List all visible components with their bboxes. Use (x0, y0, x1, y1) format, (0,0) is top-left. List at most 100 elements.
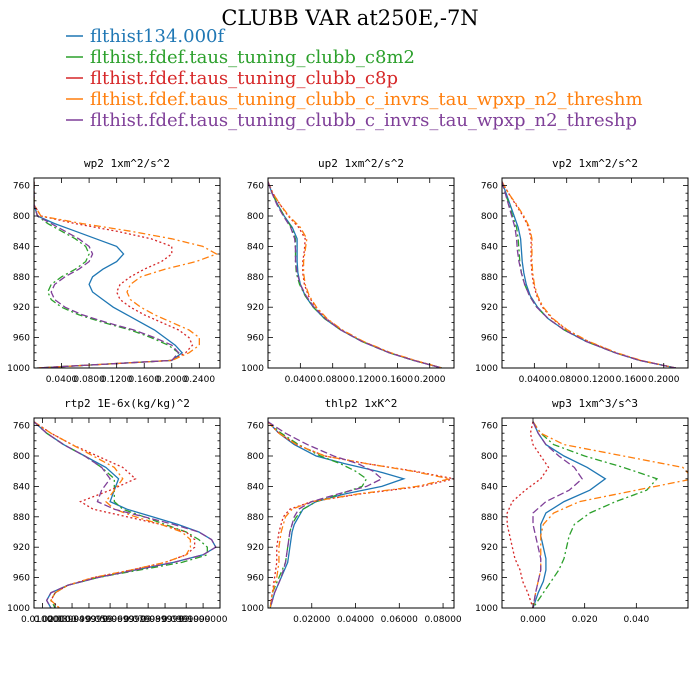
legend-label: flthist134.000f (90, 26, 225, 47)
series-line (34, 181, 184, 368)
panel-title: wp2 1xm^2/s^2 (84, 157, 170, 170)
y-tick-label: 880 (13, 273, 30, 283)
y-tick-label: 840 (247, 482, 264, 492)
x-tick-label: 0.0799999 (124, 615, 173, 625)
chart-panel: thlp2 1xK^2 760 800 840 880 920 960 1000 0.02000… (241, 397, 462, 625)
x-tick-label: 0.1600 (128, 375, 160, 385)
y-tick-label: 960 (481, 334, 498, 344)
y-tick-label: 840 (247, 242, 264, 252)
panel-title: rtp2 1E-6x(kg/kg)^2 (64, 397, 190, 410)
x-tick-label: 0.0800 (73, 375, 105, 385)
x-tick-label: 0.2400 (184, 375, 216, 385)
x-tick-label: 0.0400 (285, 375, 317, 385)
x-tick-label: 0.2000 (156, 375, 188, 385)
x-tick-label: 0.000 (520, 615, 546, 625)
y-tick-label: 920 (13, 543, 30, 553)
y-tick-label: 760 (13, 422, 30, 432)
x-tick-label: 0.0800 (317, 375, 349, 385)
panel-title: thlp2 1xK^2 (325, 397, 398, 410)
y-tick-label: 960 (13, 574, 30, 584)
y-tick-label: 880 (247, 513, 264, 523)
x-tick-label: 0.020000 (34, 615, 77, 625)
y-tick-label: 960 (481, 574, 498, 584)
chart-panel: wp3 1xm^3/s^3 760 800 840 880 920 960 1000 0.000… (475, 397, 689, 625)
y-tick-label: 960 (247, 574, 264, 584)
legend: flthist134.000fflthist.fdef.taus_tuning_… (66, 26, 643, 131)
chart-panel: vp2 1xm^2/s^2 760 800 840 880 920 960 1000 0.040… (475, 157, 689, 385)
panel-title: up2 1xm^2/s^2 (318, 157, 404, 170)
y-tick-label: 920 (13, 303, 30, 313)
legend-entry: flthist.fdef.taus_tuning_clubb_c8m2 (66, 47, 415, 68)
panel-title: wp3 1xm^3/s^3 (552, 397, 638, 410)
series-line (268, 181, 443, 368)
x-tick-label: 0.04000 (337, 615, 374, 625)
x-tick-label: 0.2000 (414, 375, 446, 385)
axes-frame (501, 417, 689, 609)
x-tick-label: 0.0999999 (162, 615, 211, 625)
y-tick-label: 840 (13, 242, 30, 252)
x-tick-label: 0.0399999 (48, 615, 97, 625)
x-tick-label: 0.0400 (519, 375, 551, 385)
x-tick-label: 0.1000000 (179, 615, 228, 625)
y-tick-label: 800 (247, 212, 264, 222)
series-line (34, 181, 219, 368)
x-tick-label: 0.0400 (46, 375, 78, 385)
series-line (532, 421, 688, 608)
legend-entry: flthist134.000f (66, 26, 225, 47)
y-tick-label: 800 (13, 452, 30, 462)
series-line (506, 421, 550, 608)
x-tick-label: 0.010000 (21, 615, 64, 625)
x-tick-label: 0.0899999 (141, 615, 190, 625)
legend-label: flthist.fdef.taus_tuning_clubb_c_invrs_t… (90, 110, 637, 131)
x-tick-label: 0.1600 (382, 375, 414, 385)
x-tick-label: 0.08000 (424, 615, 461, 625)
y-tick-label: 960 (247, 334, 264, 344)
y-tick-label: 800 (13, 212, 30, 222)
y-tick-label: 1000 (7, 364, 30, 374)
y-tick-label: 760 (13, 182, 30, 192)
series-line (502, 181, 677, 368)
y-tick-label: 920 (481, 543, 498, 553)
axes-frame (501, 177, 689, 369)
axes-frame (267, 417, 455, 609)
y-tick-label: 760 (481, 182, 498, 192)
x-tick-label: 0.0800 (551, 375, 583, 385)
y-tick-label: 760 (247, 422, 264, 432)
x-tick-label: 0.0699999 (103, 615, 152, 625)
x-tick-label: 0.02000 (293, 615, 330, 625)
legend-label: flthist.fdef.taus_tuning_clubb_c8m2 (90, 47, 415, 68)
x-tick-label: 0.0599999 (86, 615, 135, 625)
series-line (268, 181, 443, 368)
y-tick-label: 880 (481, 273, 498, 283)
y-tick-label: 880 (13, 513, 30, 523)
series-line (34, 421, 196, 608)
chart-panel: wp2 1xm^2/s^2 760 800 840 880 920 960 1000 0.040… (7, 157, 221, 385)
y-tick-label: 1000 (475, 364, 498, 374)
x-tick-label: 0.2000 (648, 375, 680, 385)
y-tick-label: 960 (13, 334, 30, 344)
y-tick-label: 800 (247, 452, 264, 462)
x-tick-label: 0.1200 (101, 375, 133, 385)
x-tick-label: 0.1200 (349, 375, 381, 385)
y-tick-label: 840 (481, 242, 498, 252)
y-tick-label: 920 (247, 543, 264, 553)
y-tick-label: 880 (247, 273, 264, 283)
figure-title: CLUBB VAR at250E,-7N (221, 6, 478, 30)
chart-panel: rtp2 1E-6x(kg/kg)^2 760 800 840 880 920 960 100… (7, 397, 228, 625)
legend-label: flthist.fdef.taus_tuning_clubb_c8p (90, 68, 398, 89)
series-line (502, 181, 677, 368)
y-tick-label: 880 (481, 513, 498, 523)
chart-panel: up2 1xm^2/s^2 760 800 840 880 920 960 1000 0.040… (241, 157, 455, 385)
legend-entry: flthist.fdef.taus_tuning_clubb_c_invrs_t… (66, 110, 637, 131)
y-tick-label: 1000 (241, 364, 264, 374)
series-line (34, 181, 180, 368)
panels: wp2 1xm^2/s^2 760 800 840 880 920 960 1000 0.040… (7, 157, 689, 625)
y-tick-label: 840 (481, 482, 498, 492)
x-tick-label: 0.06000 (381, 615, 418, 625)
series-line (532, 421, 583, 608)
x-tick-label: 0.040 (623, 615, 649, 625)
x-tick-label: 0.1200 (583, 375, 615, 385)
y-tick-label: 760 (247, 182, 264, 192)
